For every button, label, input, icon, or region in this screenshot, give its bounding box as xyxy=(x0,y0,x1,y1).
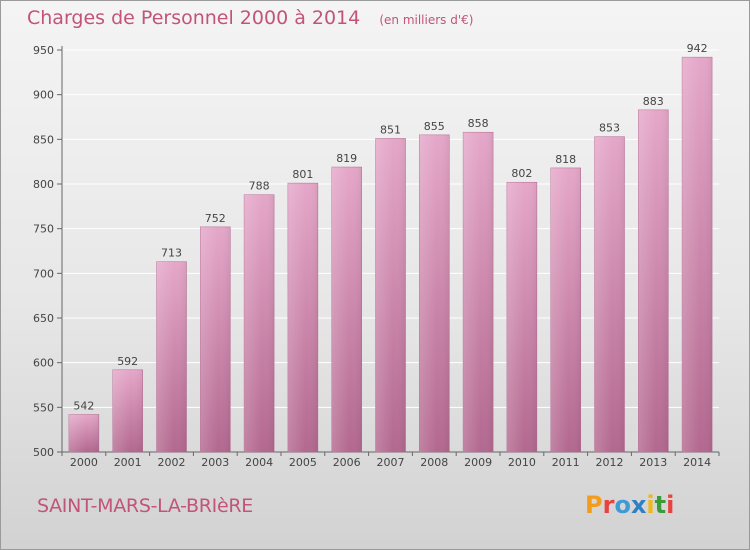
bar-shade xyxy=(506,182,537,453)
logo-letter: r xyxy=(602,491,615,519)
value-label: 855 xyxy=(424,120,445,133)
x-tick-label: 2000 xyxy=(70,456,98,469)
title-row: Charges de Personnel 2000 à 2014 (en mil… xyxy=(27,7,473,29)
x-tick-label: 2014 xyxy=(683,456,711,469)
value-label: 752 xyxy=(205,212,226,225)
y-tick-label: 900 xyxy=(33,89,54,102)
value-label: 883 xyxy=(643,95,664,108)
value-label: 858 xyxy=(468,117,489,130)
bar-shade xyxy=(68,414,99,452)
bar-shade xyxy=(287,183,318,452)
x-tick-label: 2003 xyxy=(201,456,229,469)
y-tick-label: 850 xyxy=(33,133,54,146)
proxiti-logo: Proxiti xyxy=(585,491,674,519)
y-tick-label: 800 xyxy=(33,178,54,191)
bar-shade xyxy=(331,167,362,452)
bar-shade xyxy=(419,134,450,452)
y-tick-label: 750 xyxy=(33,223,54,236)
value-label: 788 xyxy=(249,180,270,193)
logo-letter: P xyxy=(585,491,603,519)
logo-letter: t xyxy=(654,491,667,519)
x-tick-label: 2009 xyxy=(464,456,492,469)
logo-letter: i xyxy=(646,491,655,519)
bar-shade xyxy=(244,194,275,452)
y-tick-label: 550 xyxy=(33,401,54,414)
chart-title: Charges de Personnel 2000 à 2014 xyxy=(27,7,361,29)
x-tick-label: 2007 xyxy=(377,456,405,469)
bars xyxy=(68,56,713,453)
value-label: 801 xyxy=(292,168,313,181)
logo-letter: x xyxy=(630,491,647,519)
value-label: 853 xyxy=(599,122,620,135)
x-tick-label: 2004 xyxy=(245,456,273,469)
bar-shade xyxy=(638,109,669,452)
bar-shade xyxy=(375,138,406,452)
logo-letter: o xyxy=(614,491,631,519)
x-tick-label: 2001 xyxy=(114,456,142,469)
y-tick-label: 650 xyxy=(33,312,54,325)
x-tick-label: 2002 xyxy=(158,456,186,469)
bar-shade xyxy=(156,261,187,452)
x-tick-label: 2010 xyxy=(508,456,536,469)
value-label: 942 xyxy=(687,42,708,55)
value-label: 851 xyxy=(380,123,401,136)
value-label: 819 xyxy=(336,152,357,165)
bar-shade xyxy=(682,57,713,452)
x-tick-label: 2012 xyxy=(596,456,624,469)
commune-name: SAINT-MARS-LA-BRIèRE xyxy=(37,495,253,517)
x-tick-label: 2008 xyxy=(420,456,448,469)
bar-shade xyxy=(200,226,231,452)
value-label: 713 xyxy=(161,247,182,260)
value-label: 542 xyxy=(73,399,94,412)
y-tick-label: 950 xyxy=(33,44,54,57)
value-label: 802 xyxy=(511,167,532,180)
chart-unit: (en milliers d'€) xyxy=(379,13,474,27)
bar-shade xyxy=(550,167,581,453)
x-tick-label: 2013 xyxy=(639,456,667,469)
value-label: 818 xyxy=(555,153,576,166)
logo-letter: i xyxy=(666,491,675,519)
bar-shade xyxy=(112,369,143,452)
y-tick-label: 600 xyxy=(33,357,54,370)
x-tick-label: 2011 xyxy=(552,456,580,469)
x-tick-label: 2005 xyxy=(289,456,317,469)
y-tick-label: 700 xyxy=(33,267,54,280)
bar-shade xyxy=(463,132,494,453)
y-tick-label: 500 xyxy=(33,446,54,459)
x-tick-label: 2006 xyxy=(333,456,361,469)
bar-shade xyxy=(594,136,625,453)
value-label: 592 xyxy=(117,355,138,368)
labels: 500 550 600 650 700 750 800 850 900 950 542 2000 592… xyxy=(33,42,711,469)
